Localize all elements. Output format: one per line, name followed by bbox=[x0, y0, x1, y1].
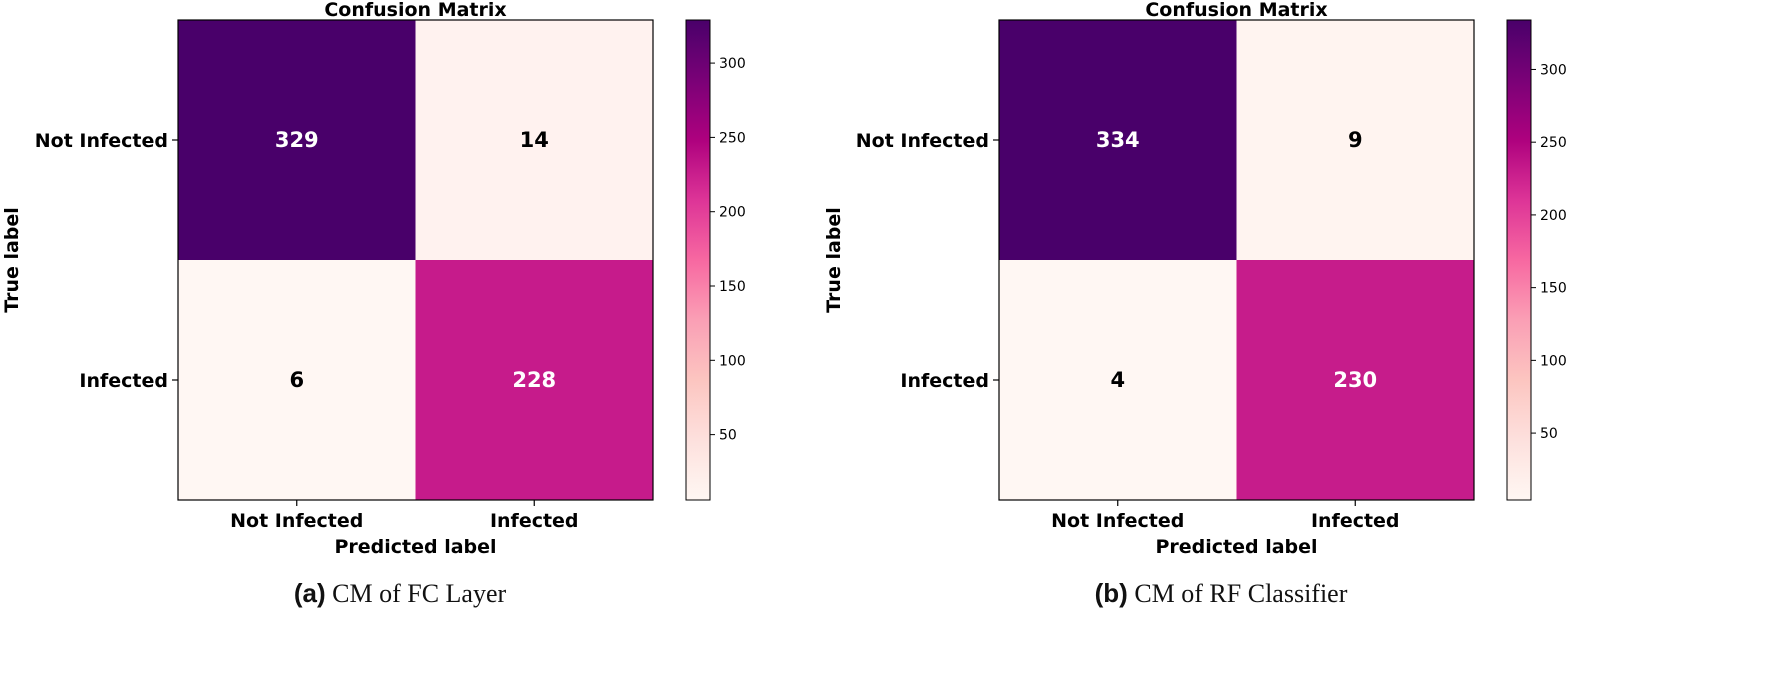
chart-a-cell-1-1 bbox=[415, 260, 653, 500]
chart-a-colorbar-tick-label-2: 150 bbox=[719, 279, 746, 295]
chart-b-xtick-label-1: Infected bbox=[1311, 510, 1400, 532]
chart-b-title: Confusion Matrix bbox=[1145, 0, 1327, 21]
chart-b-value-0-1: 9 bbox=[1348, 128, 1363, 152]
chart-a-colorbar bbox=[685, 19, 711, 501]
caption-b-tag: (b) bbox=[1094, 578, 1128, 608]
caption-a-text: CM of FC Layer bbox=[332, 579, 507, 608]
chart-b-colorbar bbox=[1506, 19, 1532, 501]
chart-b-colorbar-tick-label-5: 300 bbox=[1540, 62, 1567, 78]
caption-a-tag: (a) bbox=[293, 578, 326, 608]
chart-a-cell-1-0 bbox=[178, 260, 416, 500]
chart-b-colorbar-tick-label-0: 50 bbox=[1540, 426, 1558, 442]
chart-b-colorbar-tick-label-2: 150 bbox=[1540, 281, 1567, 297]
chart-b-colorbar-tick-label-3: 200 bbox=[1540, 208, 1567, 224]
chart-a-cell-0-1 bbox=[415, 20, 653, 260]
chart-a-colorbar-tick-label-5: 300 bbox=[719, 56, 746, 72]
chart-a-colorbar-tick-label-3: 200 bbox=[719, 205, 746, 221]
chart-b-ylabel: True label bbox=[823, 207, 845, 313]
chart-a-colorbar-tick-label-1: 100 bbox=[719, 353, 746, 369]
chart-a-value-1-1: 228 bbox=[512, 368, 556, 392]
chart-b-ytick-label-1: Infected bbox=[900, 370, 989, 392]
chart-a-value-0-0: 329 bbox=[275, 128, 319, 152]
chart-b-value-1-1: 230 bbox=[1333, 368, 1377, 392]
chart-b-colorbar-tick-label-4: 250 bbox=[1540, 135, 1567, 151]
chart-a-ytick-label-0: Not Infected bbox=[35, 130, 168, 152]
chart-a-ytick-label-1: Infected bbox=[79, 370, 168, 392]
chart-b-ytick-label-0: Not Infected bbox=[856, 130, 989, 152]
chart-b-cell-0-1 bbox=[1236, 20, 1474, 260]
chart-b-colorbar-tick-label-1: 100 bbox=[1540, 353, 1567, 369]
chart-a-title: Confusion Matrix bbox=[324, 0, 506, 21]
caption-b-text: CM of RF Classifier bbox=[1134, 579, 1348, 608]
chart-a-ylabel: True label bbox=[1, 207, 23, 313]
chart-a-colorbar-tick-label-0: 50 bbox=[719, 428, 737, 444]
caption-a: (a) CM of FC Layer bbox=[0, 578, 800, 609]
chart-b-cell-0-0 bbox=[999, 20, 1237, 260]
chart-a-colorbar-tick-label-4: 250 bbox=[719, 130, 746, 146]
chart-a-xtick-label-1: Infected bbox=[490, 510, 579, 532]
chart-b-value-1-0: 4 bbox=[1110, 368, 1125, 392]
chart-a-xlabel: Predicted label bbox=[334, 536, 496, 558]
chart-b-cell-1-0 bbox=[999, 260, 1237, 500]
chart-a-xtick-label-0: Not Infected bbox=[230, 510, 363, 532]
chart-b-value-0-0: 334 bbox=[1096, 128, 1140, 152]
chart-a-value-0-1: 14 bbox=[520, 128, 549, 152]
chart-b-xtick-label-0: Not Infected bbox=[1051, 510, 1184, 532]
chart-a-cell-0-0 bbox=[178, 20, 416, 260]
chart-a-value-1-0: 6 bbox=[289, 368, 304, 392]
chart-b-cell-1-1 bbox=[1236, 260, 1474, 500]
caption-b: (b) CM of RF Classifier bbox=[821, 578, 1621, 609]
chart-a-frame bbox=[177, 19, 654, 501]
chart-b-frame bbox=[998, 19, 1475, 501]
chart-b-xlabel: Predicted label bbox=[1155, 536, 1317, 558]
